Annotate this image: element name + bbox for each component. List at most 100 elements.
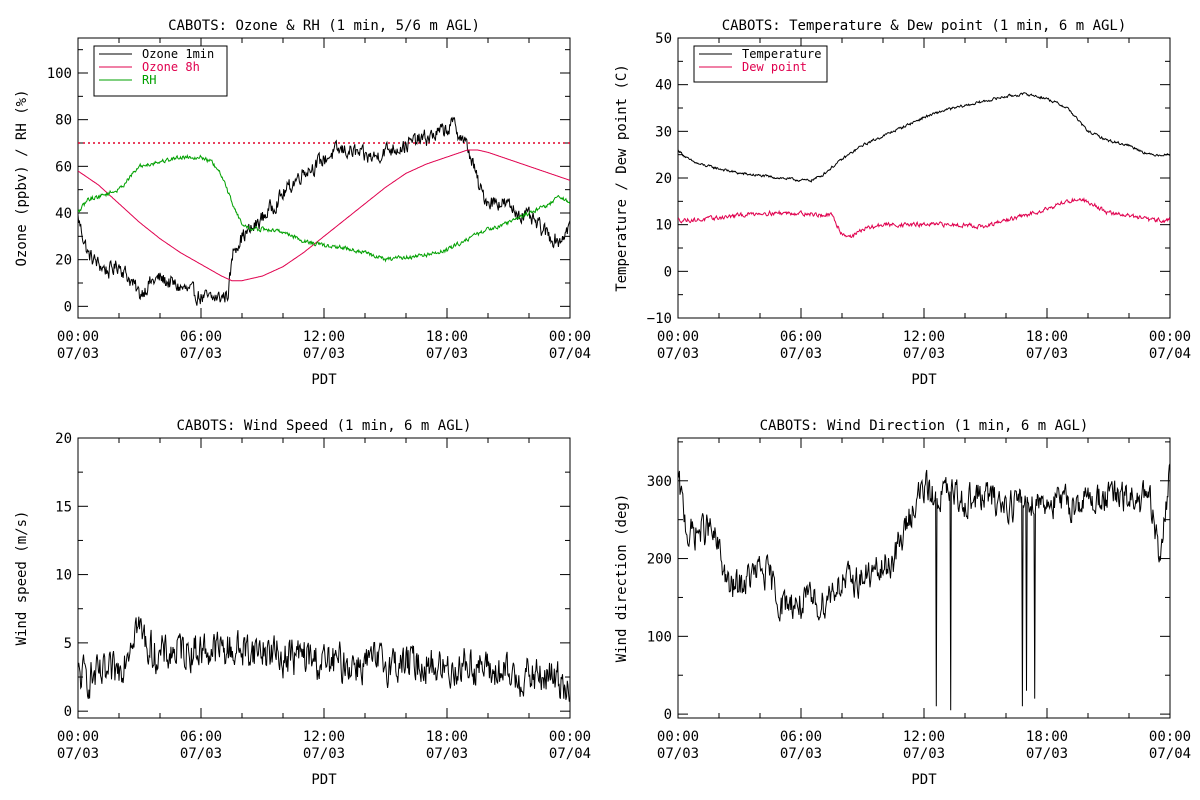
- x-tick-date: 07/03: [780, 746, 822, 762]
- x-tick-date: 07/03: [426, 746, 468, 762]
- y-tick-label: 15: [55, 499, 72, 515]
- x-tick-time: 12:00: [303, 729, 345, 745]
- x-tick-time: 00:00: [549, 729, 591, 745]
- series-line-rh: [78, 153, 570, 263]
- y-axis-label: Wind direction (deg): [614, 494, 630, 663]
- x-tick-date: 07/04: [1149, 346, 1191, 362]
- y-tick-label: 40: [55, 206, 72, 222]
- y-tick-label: 300: [647, 474, 672, 490]
- x-tick-label-06-00-0703: 06:00 07/03: [180, 729, 222, 762]
- wind-speed-panel: CABOTS: Wind Speed (1 min, 6 m AGL) 00:00…: [14, 418, 591, 788]
- x-tick-label-06-00-0703: 06:00 07/03: [780, 729, 822, 762]
- x-tick-label-00-00-0703: 00:00 07/03: [657, 729, 699, 762]
- x-axis-label: PDT: [911, 372, 937, 388]
- x-tick-time: 06:00: [780, 329, 822, 345]
- chart-title: CABOTS: Temperature & Dew point (1 min, …: [722, 18, 1127, 34]
- x-tick-date: 07/03: [903, 346, 945, 362]
- y-tick-label: 100: [47, 66, 72, 82]
- series-line-dew-point: [678, 197, 1170, 239]
- x-tick-label-00-00-0703: 00:00 07/03: [57, 329, 99, 362]
- y-tick-label: 20: [55, 431, 72, 447]
- y-tick-label: 40: [655, 78, 672, 94]
- y-tick-label: 20: [55, 253, 72, 269]
- x-tick-time: 12:00: [303, 329, 345, 345]
- series-line-data: [78, 616, 570, 702]
- x-tick-time: 00:00: [57, 329, 99, 345]
- chart-title: CABOTS: Wind Speed (1 min, 6 m AGL): [176, 418, 471, 434]
- plot-frame: [677, 437, 1171, 719]
- x-tick-label-18-00-0703: 18:00 07/03: [426, 729, 468, 762]
- legend-label-ozone-8h: Ozone 8h: [142, 60, 200, 74]
- y-tick-label: 200: [647, 552, 672, 568]
- legend-box: [693, 45, 828, 83]
- legend-label-rh: RH: [142, 73, 156, 87]
- y-axis-label: Temperature / Dew point (C): [614, 64, 630, 292]
- series-line-ozone-8h: [78, 149, 570, 282]
- series-line-ozone-1min: [78, 116, 570, 306]
- x-tick-date: 07/03: [57, 346, 99, 362]
- x-tick-label-18-00-0703: 18:00 07/03: [1026, 729, 1068, 762]
- x-tick-time: 00:00: [57, 729, 99, 745]
- x-tick-time: 00:00: [549, 329, 591, 345]
- wind-direction-panel: CABOTS: Wind Direction (1 min, 6 m AGL) 0…: [614, 418, 1191, 788]
- x-tick-date: 07/03: [1026, 346, 1068, 362]
- x-tick-label-18-00-0703: 18:00 07/03: [1026, 329, 1068, 362]
- x-tick-date: 07/03: [1026, 746, 1068, 762]
- x-tick-date: 07/03: [180, 746, 222, 762]
- y-tick-label: 10: [55, 568, 72, 584]
- x-tick-time: 18:00: [1026, 729, 1068, 745]
- x-tick-date: 07/03: [180, 346, 222, 362]
- x-tick-time: 06:00: [780, 729, 822, 745]
- x-tick-time: 12:00: [903, 329, 945, 345]
- y-tick-label: 5: [64, 636, 72, 652]
- x-tick-date: 07/04: [1149, 746, 1191, 762]
- x-tick-label-18-00-0703: 18:00 07/03: [426, 329, 468, 362]
- chart-title: CABOTS: Wind Direction (1 min, 6 m AGL): [760, 418, 1089, 434]
- x-tick-label-00-00-0704: 00:00 07/04: [549, 729, 591, 762]
- x-tick-date: 07/04: [549, 746, 591, 762]
- y-axis-label: Ozone (ppbv) / RH (%): [14, 89, 30, 266]
- x-tick-time: 06:00: [180, 729, 222, 745]
- y-tick-label: 10: [655, 218, 672, 234]
- x-tick-date: 07/03: [303, 746, 345, 762]
- chart-title: CABOTS: Ozone & RH (1 min, 5/6 m AGL): [168, 18, 480, 34]
- x-tick-time: 00:00: [657, 729, 699, 745]
- x-tick-time: 00:00: [657, 329, 699, 345]
- x-tick-date: 07/03: [303, 346, 345, 362]
- y-tick-label: 0: [664, 264, 672, 280]
- y-tick-label: 20: [655, 171, 672, 187]
- x-tick-date: 07/03: [426, 346, 468, 362]
- x-tick-time: 18:00: [426, 329, 468, 345]
- y-tick-label: 100: [647, 629, 672, 645]
- y-tick-label: 0: [64, 299, 72, 315]
- x-tick-date: 07/03: [780, 346, 822, 362]
- x-tick-label-00-00-0703: 00:00 07/03: [657, 329, 699, 362]
- y-axis-label: Wind speed (m/s): [14, 511, 30, 646]
- x-tick-label-06-00-0703: 06:00 07/03: [180, 329, 222, 362]
- x-axis-label: PDT: [911, 772, 937, 788]
- legend-label-temperature: Temperature: [742, 47, 821, 61]
- x-tick-date: 07/03: [657, 746, 699, 762]
- y-tick-label: 0: [664, 707, 672, 723]
- series-line-temperature: [678, 92, 1170, 183]
- x-tick-time: 06:00: [180, 329, 222, 345]
- x-tick-label-12-00-0703: 12:00 07/03: [303, 729, 345, 762]
- x-tick-label-00-00-0704: 00:00 07/04: [1149, 729, 1191, 762]
- x-tick-time: 18:00: [1026, 329, 1068, 345]
- x-tick-label-12-00-0703: 12:00 07/03: [303, 329, 345, 362]
- legend-label-dew-point: Dew point: [742, 60, 807, 74]
- y-tick-label: −10: [647, 311, 672, 327]
- x-tick-time: 18:00: [426, 729, 468, 745]
- x-tick-label-00-00-0704: 00:00 07/04: [549, 329, 591, 362]
- x-tick-label-12-00-0703: 12:00 07/03: [903, 329, 945, 362]
- y-tick-label: 50: [655, 31, 672, 47]
- x-tick-label-12-00-0703: 12:00 07/03: [903, 729, 945, 762]
- ozone-rh-panel: CABOTS: Ozone & RH (1 min, 5/6 m AGL) 00:…: [14, 18, 591, 388]
- x-tick-label-00-00-0704: 00:00 07/04: [1149, 329, 1191, 362]
- x-tick-label-00-00-0703: 00:00 07/03: [57, 729, 99, 762]
- x-tick-time: 12:00: [903, 729, 945, 745]
- x-tick-date: 07/03: [657, 346, 699, 362]
- series-line-data: [678, 463, 1170, 711]
- y-tick-label: 30: [655, 124, 672, 140]
